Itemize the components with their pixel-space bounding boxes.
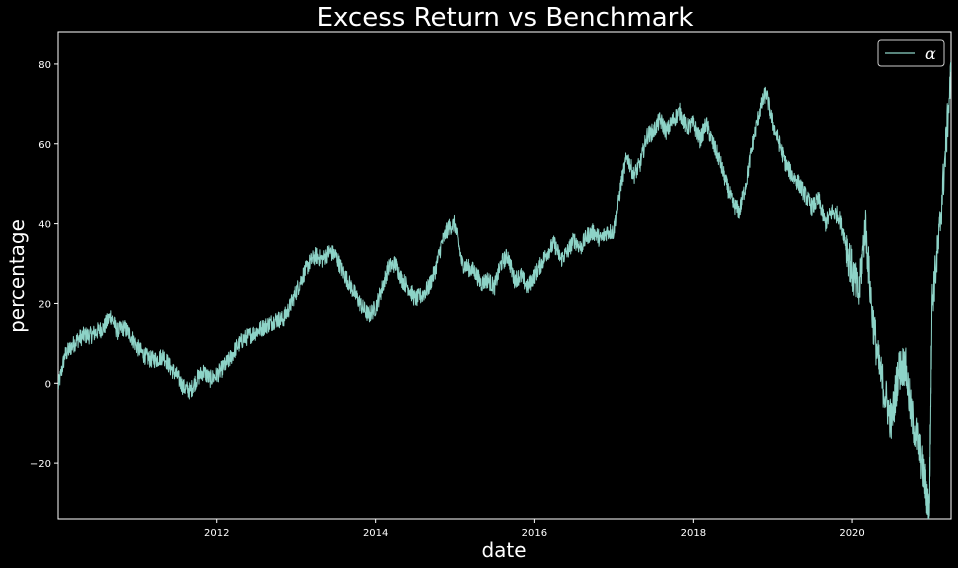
y-tick-label: 80 <box>38 60 51 71</box>
x-tick-label: 2014 <box>363 528 388 539</box>
legend-label-alpha: α <box>925 44 936 63</box>
y-axis: −20 0 20 40 60 80 <box>30 60 58 470</box>
plot-area <box>57 31 952 520</box>
x-axis-title: date <box>481 538 526 562</box>
x-tick-label: 2016 <box>522 528 547 539</box>
y-axis-title: percentage <box>5 219 29 333</box>
y-tick-label: 40 <box>38 220 51 231</box>
chart-title: Excess Return vs Benchmark <box>317 3 694 33</box>
x-tick-label: 2020 <box>839 528 864 539</box>
x-tick-label: 2018 <box>681 528 706 539</box>
y-tick-label: −20 <box>30 459 51 470</box>
y-tick-label: 0 <box>45 379 51 390</box>
x-axis: 2012 2014 2016 2018 2020 <box>204 519 865 539</box>
legend: α <box>877 39 945 67</box>
y-tick-label: 20 <box>38 299 51 310</box>
x-tick-label: 2012 <box>204 528 229 539</box>
series-line-0 <box>58 61 951 519</box>
y-tick-label: 60 <box>38 140 51 151</box>
